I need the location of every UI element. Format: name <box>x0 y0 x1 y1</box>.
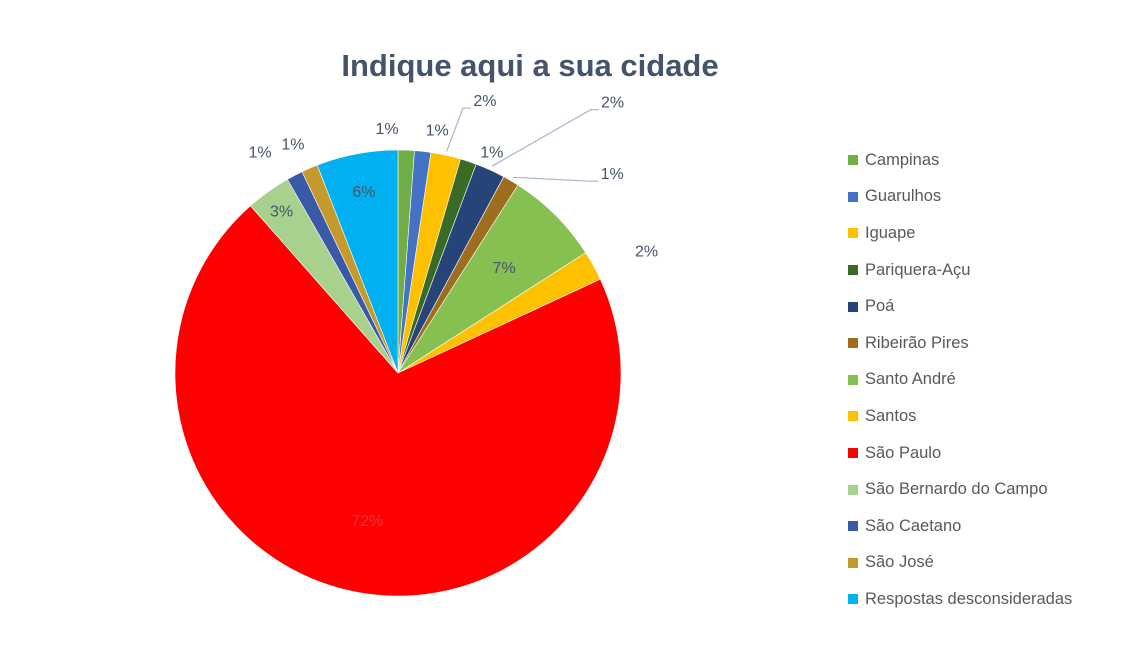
legend-label: Campinas <box>865 150 940 169</box>
data-labels: 1% 1% 2% 1% 2% 1% 7% 2% 72% 3% 1% 1% 6% <box>249 93 659 530</box>
legend-label: Ribeirão Pires <box>865 333 969 352</box>
data-label-sao-jose: 1% <box>281 137 304 154</box>
legend-swatch <box>848 411 858 422</box>
legend-swatch <box>848 594 858 605</box>
legend-item-santo-andre: Santo André <box>848 362 1072 399</box>
legend-label: São Caetano <box>865 516 962 535</box>
data-label-ribeirao-pires: 1% <box>601 166 624 183</box>
leader-line-poa <box>491 109 599 167</box>
legend-swatch <box>848 228 858 239</box>
data-label-sao-paulo: 72% <box>351 513 383 530</box>
leader-lines <box>446 107 599 182</box>
data-label-iguape: 2% <box>473 93 496 110</box>
legend-label: São Bernardo do Campo <box>865 480 1048 499</box>
legend-swatch <box>848 557 858 568</box>
data-label-sao-bernardo-do-campo: 3% <box>270 203 293 220</box>
legend-swatch <box>848 521 858 532</box>
data-label-campinas: 1% <box>376 121 399 138</box>
legend-label: Guarulhos <box>865 187 942 206</box>
legend-item-sao-paulo: São Paulo <box>848 435 1072 472</box>
legend-swatch <box>848 338 858 349</box>
legend-item-santos: Santos <box>848 398 1072 435</box>
legend-item-sao-caetano: São Caetano <box>848 508 1072 545</box>
legend-item-iguape: Iguape <box>848 215 1072 252</box>
legend-swatch <box>848 265 858 276</box>
legend-label: São José <box>865 553 934 572</box>
data-label-poa: 2% <box>601 95 624 112</box>
legend-label: Pariquera-Açu <box>865 260 971 279</box>
leader-line-ribeirao-pires <box>512 176 599 182</box>
legend-swatch <box>848 191 858 202</box>
legend-label: Poá <box>865 297 895 316</box>
legend-label: Santo André <box>865 370 956 389</box>
leader-line-iguape <box>446 107 471 152</box>
pie-slices <box>174 149 622 597</box>
data-label-respostas-desconsideradas: 6% <box>352 184 375 201</box>
data-label-sao-caetano: 1% <box>249 145 272 162</box>
legend-label: Iguape <box>865 223 916 242</box>
legend-item-poa: Poá <box>848 288 1072 325</box>
legend-swatch <box>848 155 858 166</box>
legend-label: Santos <box>865 406 917 425</box>
legend-swatch <box>848 374 858 385</box>
legend-label: São Paulo <box>865 443 942 462</box>
legend-item-ribeirao-pires: Ribeirão Pires <box>848 325 1072 362</box>
data-label-santos: 2% <box>635 243 658 260</box>
chart-legend: Campinas Guarulhos Iguape Pariquera-Açu Poá R… <box>848 142 1072 618</box>
data-label-pariquera-acu: 1% <box>480 144 503 161</box>
chart-title: Indique aqui a sua cidade <box>341 48 719 83</box>
data-label-guarulhos: 1% <box>426 123 449 140</box>
legend-item-sao-bernardo-do-campo: São Bernardo do Campo <box>848 471 1072 508</box>
legend-item-guarulhos: Guarulhos <box>848 179 1072 216</box>
data-label-santo-andre: 7% <box>492 260 515 277</box>
legend-item-pariquera-acu: Pariquera-Açu <box>848 252 1072 289</box>
legend-swatch <box>848 448 858 459</box>
legend-swatch <box>848 301 858 312</box>
legend-item-campinas: Campinas <box>848 142 1072 179</box>
legend-item-respostas-desconsideradas: Respostas desconsideradas <box>848 581 1072 618</box>
pie-slice-sao-paulo <box>174 205 622 597</box>
pie-slice-respostas-desconsideradas <box>316 149 399 374</box>
legend-swatch <box>848 484 858 495</box>
legend-label: Respostas desconsideradas <box>865 589 1073 608</box>
legend-item-sao-jose: São José <box>848 545 1072 582</box>
